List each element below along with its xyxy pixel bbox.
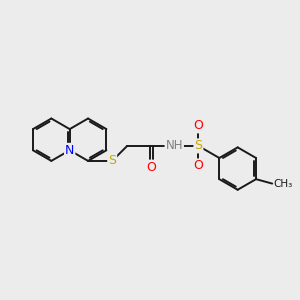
Text: O: O xyxy=(194,119,203,132)
Text: S: S xyxy=(108,154,116,167)
Text: O: O xyxy=(146,160,156,174)
Text: O: O xyxy=(194,159,203,172)
Text: N: N xyxy=(65,144,74,157)
Text: CH₃: CH₃ xyxy=(274,178,293,189)
Text: S: S xyxy=(194,140,202,152)
Text: NH: NH xyxy=(166,140,183,152)
